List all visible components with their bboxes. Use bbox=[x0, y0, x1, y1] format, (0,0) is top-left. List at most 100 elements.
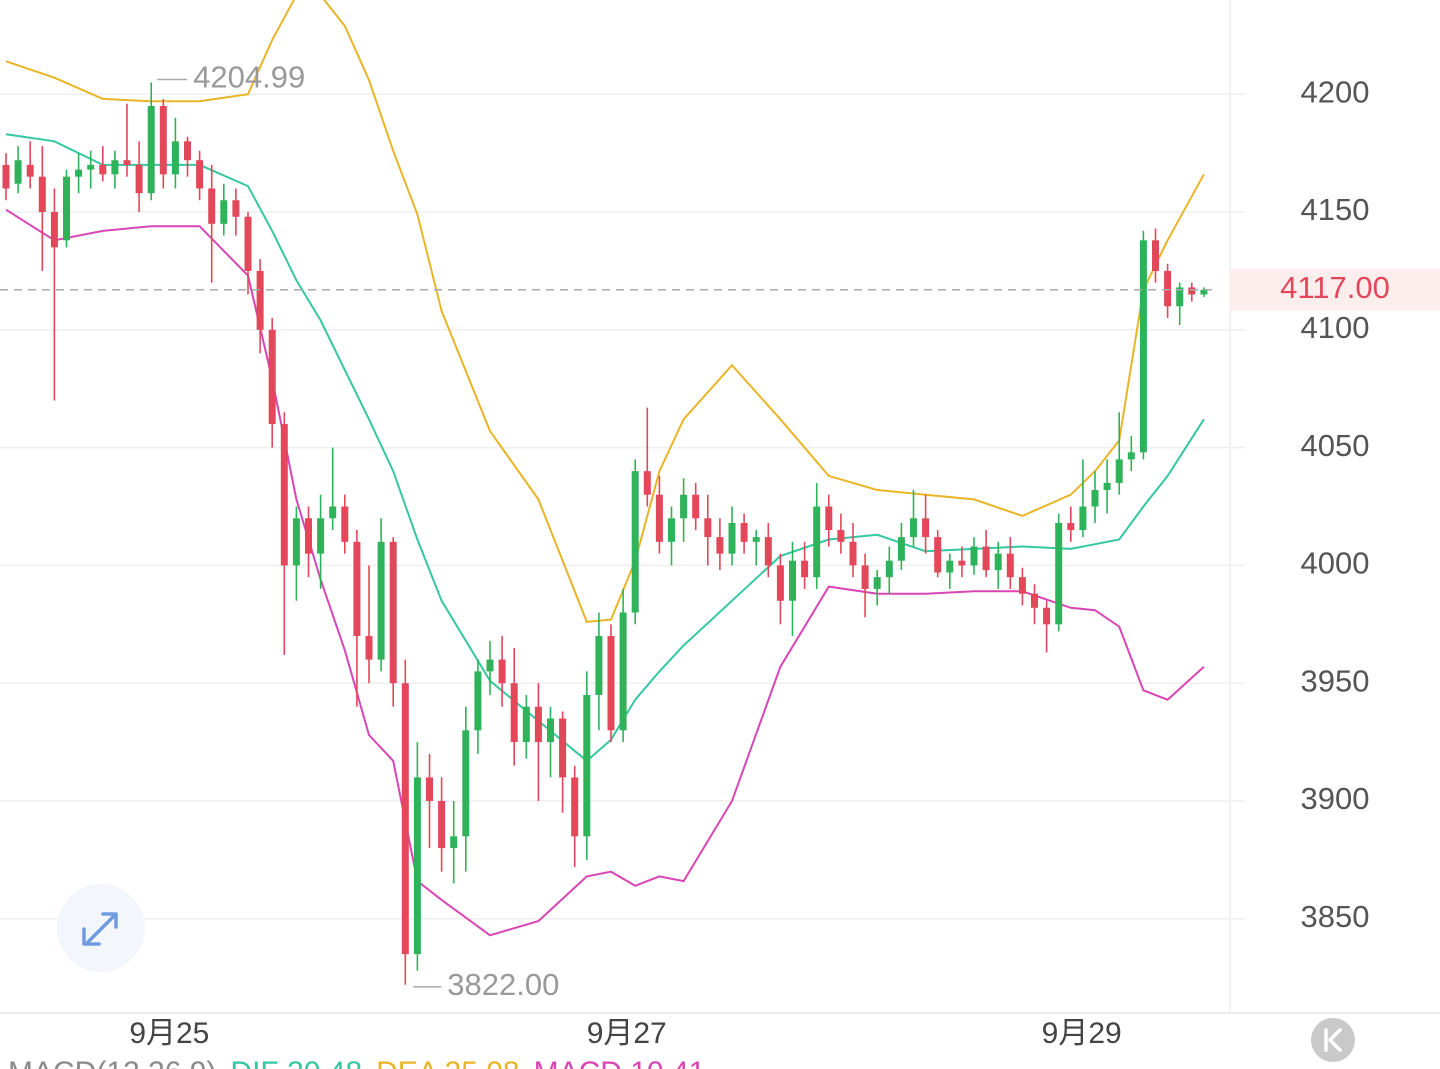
candle-body bbox=[1031, 593, 1038, 608]
grid: 3850 3900 3950 4000 4050 4100 4150 4200 9月25 9月27… bbox=[0, 74, 1369, 1050]
candle-body bbox=[341, 506, 349, 542]
band-line bbox=[5, 208, 1205, 937]
candle-body bbox=[668, 518, 675, 542]
y-tick-label: 3900 bbox=[1301, 781, 1370, 816]
last-price-label: 4117.00 bbox=[1280, 270, 1390, 305]
y-tick-label: 4200 bbox=[1301, 74, 1370, 109]
candle-body bbox=[910, 518, 917, 538]
candle-body bbox=[813, 506, 821, 578]
candle-body bbox=[75, 169, 83, 177]
candles bbox=[2, 82, 1208, 985]
candle-body bbox=[837, 530, 845, 542]
candle-body bbox=[607, 636, 615, 731]
candle-body bbox=[704, 518, 712, 538]
candle-body bbox=[776, 565, 784, 601]
candle-body bbox=[655, 494, 663, 542]
candle-body bbox=[1067, 522, 1075, 531]
candle-body bbox=[1115, 459, 1123, 483]
low-label: 3822.00 bbox=[447, 967, 559, 1002]
candle-body bbox=[1176, 287, 1184, 307]
candle-body bbox=[450, 836, 458, 849]
candle-body bbox=[486, 659, 494, 672]
candle-body bbox=[208, 188, 216, 224]
overlay: 4204.99 3822.00 4117.00 MACD(12,26,9) DIF 30… bbox=[0, 60, 1440, 1069]
candle-body bbox=[970, 546, 978, 566]
candle-body bbox=[317, 518, 325, 554]
candle-body bbox=[329, 506, 337, 519]
candle-body bbox=[583, 694, 591, 837]
candle-body bbox=[147, 106, 155, 194]
candle-body bbox=[764, 537, 772, 566]
candle-body bbox=[292, 518, 300, 566]
candle-body bbox=[510, 683, 518, 743]
candle-body bbox=[389, 541, 397, 684]
candle-body bbox=[885, 560, 893, 578]
candle-body bbox=[1200, 289, 1208, 295]
candle-body bbox=[99, 164, 107, 175]
candle-body bbox=[873, 577, 881, 589]
candle-body bbox=[1127, 452, 1135, 460]
candle-body bbox=[559, 718, 567, 778]
candle-body bbox=[135, 164, 143, 194]
candle-body bbox=[232, 200, 240, 217]
candle-body bbox=[377, 541, 385, 660]
candle-body bbox=[631, 471, 639, 613]
candle-body bbox=[244, 216, 252, 271]
y-tick-label: 3850 bbox=[1301, 899, 1370, 934]
y-tick-label: 4100 bbox=[1301, 310, 1370, 345]
candle-body bbox=[413, 777, 421, 955]
candle-body bbox=[268, 329, 276, 425]
candle-body bbox=[897, 537, 905, 561]
candle-body bbox=[994, 553, 1002, 571]
y-tick-label: 4000 bbox=[1301, 546, 1370, 581]
candle-body bbox=[1006, 553, 1014, 578]
candle-body bbox=[305, 518, 312, 554]
candle-body bbox=[14, 160, 22, 184]
candle-body bbox=[280, 424, 288, 566]
candle-body bbox=[38, 176, 46, 213]
candle-body bbox=[825, 506, 833, 531]
candle-body bbox=[1103, 482, 1111, 491]
y-tick-label: 4150 bbox=[1301, 192, 1370, 227]
candle-body bbox=[498, 659, 506, 684]
candle-body bbox=[547, 718, 554, 743]
candle-body bbox=[196, 160, 204, 189]
candle-body bbox=[438, 800, 446, 849]
candle-body bbox=[595, 636, 603, 695]
macd-legend-item: MACD(12,26,9) bbox=[8, 1056, 216, 1069]
candle-body bbox=[534, 706, 542, 743]
candle-body bbox=[365, 636, 373, 660]
candle-body bbox=[680, 494, 688, 519]
candle-body bbox=[982, 546, 990, 571]
candle-body bbox=[934, 537, 942, 573]
candle-body bbox=[801, 560, 809, 578]
candle-body bbox=[184, 141, 191, 161]
x-tick-label: 9月29 bbox=[1042, 1017, 1122, 1050]
candle-body bbox=[426, 777, 433, 801]
candle-body bbox=[752, 537, 760, 542]
y-tick-label: 3950 bbox=[1301, 663, 1370, 698]
candle-body bbox=[26, 164, 34, 177]
candle-body bbox=[1043, 607, 1051, 625]
band-line bbox=[5, 0, 1205, 623]
candle-body bbox=[50, 212, 58, 248]
candle-body bbox=[692, 494, 700, 519]
candle-body bbox=[958, 560, 966, 566]
bollinger-bands bbox=[5, 0, 1205, 937]
candle-body bbox=[1091, 490, 1099, 507]
macd-legend-item: MACD 10.41 bbox=[534, 1056, 706, 1069]
candle-body bbox=[123, 160, 131, 165]
candle-body bbox=[922, 518, 930, 538]
candle-body bbox=[1152, 240, 1159, 271]
candle-body bbox=[522, 706, 530, 743]
last-price-box bbox=[1230, 268, 1440, 311]
candle-body bbox=[619, 612, 627, 731]
candle-body bbox=[1139, 240, 1147, 453]
candle-body bbox=[220, 200, 228, 224]
candle-body bbox=[571, 777, 579, 837]
expand-button[interactable] bbox=[57, 884, 145, 972]
k-button[interactable] bbox=[1311, 1018, 1355, 1062]
candle-body bbox=[401, 683, 409, 955]
candle-body bbox=[111, 160, 119, 175]
